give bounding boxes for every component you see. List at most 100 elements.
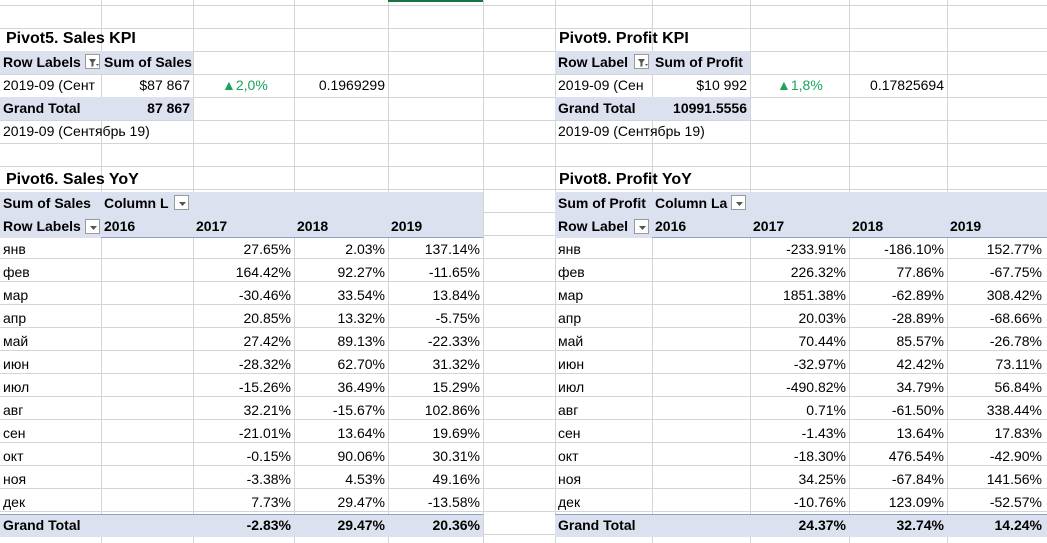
gridline-h — [0, 51, 1047, 52]
gridline-h — [0, 189, 1047, 190]
sales-yoy-grand-total-2018: 29.47% — [337, 517, 385, 533]
sales-yoy-month-label[interactable]: сен — [3, 425, 26, 441]
sales-yoy-cell-2018: 33.54% — [337, 287, 385, 303]
sales-yoy-cell-2017: 164.42% — [235, 264, 291, 280]
profit-yoy-month-label[interactable]: дек — [558, 494, 581, 510]
profit-yoy-month-label[interactable]: сен — [558, 425, 581, 441]
profit-yoy-cell-2019: 56.84% — [994, 379, 1042, 395]
gridline-v — [388, 0, 389, 543]
sales-yoy-month-label[interactable]: май — [3, 333, 29, 349]
profit-yoy-total-band — [555, 514, 1047, 537]
sales-yoy-cell-2019: 15.29% — [432, 379, 480, 395]
profit-yoy-month-label[interactable]: июн — [558, 356, 585, 372]
sales-kpi-row-labels-text: Row Labels — [3, 54, 81, 70]
profit-yoy-month-label[interactable]: май — [558, 333, 584, 349]
profit-yoy-cell-2019: -52.57% — [989, 494, 1042, 510]
sales-yoy-month-label[interactable]: июн — [3, 356, 30, 372]
sales-yoy-cell-2019: 49.16% — [432, 471, 480, 487]
sales-yoy-column-labels-text: Column L — [104, 195, 169, 211]
profit-yoy-column-labels-text: Column La — [655, 195, 728, 211]
sales-kpi-grand-total-value: 87 867 — [101, 97, 193, 120]
profit-yoy-cell-2019: 141.56% — [986, 471, 1042, 487]
profit-yoy-cell-2018: 34.79% — [896, 379, 944, 395]
profit-yoy-row-labels-text: Row Label — [558, 218, 629, 234]
profit-yoy-column-labels-header[interactable]: Column La — [652, 192, 750, 215]
sales-yoy-cell-2018: -15.67% — [332, 402, 385, 418]
profit-kpi-row-label[interactable]: 2019-09 (Сен — [558, 77, 644, 93]
sales-yoy-row-labels-header[interactable]: Row Labels — [0, 215, 101, 238]
profit-yoy-cell-2017: -10.76% — [793, 494, 846, 510]
gridline-h — [0, 396, 1047, 397]
sales-yoy-grand-total-2017: -2.83% — [246, 517, 291, 533]
gridline-v — [750, 0, 751, 543]
sales-yoy-title: Pivot6. Sales YoY — [6, 171, 139, 188]
sales-yoy-month-label[interactable]: окт — [3, 448, 24, 464]
profit-yoy-year-header: 2019 — [950, 218, 982, 234]
sales-yoy-cell-2017: -0.15% — [246, 448, 291, 464]
sales-yoy-row-filter-button[interactable] — [85, 219, 100, 234]
profit-yoy-grand-total-label: Grand Total — [558, 517, 636, 533]
profit-kpi-value-header: Sum of Profit — [652, 51, 750, 74]
sales-yoy-cell-2019: -5.75% — [435, 310, 480, 326]
profit-kpi-period-note: 2019-09 (Сентябрь 19) — [558, 123, 705, 139]
sales-kpi-filter-button[interactable] — [85, 54, 100, 69]
sales-yoy-month-label[interactable]: авг — [3, 402, 24, 418]
sales-yoy-month-label[interactable]: апр — [3, 310, 27, 326]
profit-yoy-month-label[interactable]: апр — [558, 310, 582, 326]
sales-yoy-month-label[interactable]: дек — [3, 494, 26, 510]
sales-yoy-column-filter-button[interactable] — [174, 195, 189, 210]
gridline-h — [0, 212, 1047, 213]
sales-yoy-year-header: 2016 — [104, 218, 136, 234]
profit-yoy-row-filter-button[interactable] — [634, 219, 649, 234]
profit-yoy-cell-2017: -32.97% — [793, 356, 846, 372]
selected-cell-indicator — [388, 0, 483, 2]
sales-yoy-month-label[interactable]: фев — [3, 264, 30, 280]
sales-yoy-grand-total-2019: 20.36% — [432, 517, 480, 533]
sales-yoy-cell-2019: 13.84% — [432, 287, 480, 303]
sales-kpi-row-label[interactable]: 2019-09 (Сент — [3, 77, 95, 93]
sales-yoy-cell-2019: -22.33% — [427, 333, 480, 349]
profit-yoy-cell-2017: 1851.38% — [782, 287, 846, 303]
gridline-h — [0, 373, 1047, 374]
sales-yoy-column-labels-header[interactable]: Column L — [101, 192, 193, 215]
profit-yoy-month-label[interactable]: фев — [558, 264, 585, 280]
sales-yoy-month-label[interactable]: мар — [3, 287, 29, 303]
profit-yoy-month-label[interactable]: мар — [558, 287, 584, 303]
profit-yoy-month-label[interactable]: июл — [558, 379, 585, 395]
profit-yoy-cell-2017: 20.03% — [798, 310, 846, 326]
profit-yoy-column-filter-button[interactable] — [731, 195, 746, 210]
sales-kpi-change: ▲2,0% — [222, 77, 268, 93]
profit-yoy-cell-2019: -68.66% — [989, 310, 1042, 326]
profit-yoy-cell-2018: -67.84% — [891, 471, 944, 487]
sales-yoy-grand-total-label: Grand Total — [3, 517, 81, 533]
profit-yoy-year-header: 2016 — [655, 218, 687, 234]
sales-yoy-month-label[interactable]: янв — [3, 241, 26, 257]
sales-yoy-cell-2018: 62.70% — [337, 356, 385, 372]
profit-yoy-cell-2017: 0.71% — [806, 402, 846, 418]
sales-yoy-cell-2018: 90.06% — [337, 448, 385, 464]
sales-yoy-cell-2017: -15.26% — [238, 379, 291, 395]
sales-yoy-cell-2017: -28.32% — [238, 356, 291, 372]
profit-yoy-row-labels-header[interactable]: Row Label — [555, 215, 652, 238]
profit-yoy-month-label[interactable]: окт — [558, 448, 579, 464]
sales-yoy-cell-2019: 137.14% — [424, 241, 480, 257]
profit-yoy-cell-2017: 226.32% — [790, 264, 846, 280]
profit-yoy-month-label[interactable]: авг — [558, 402, 579, 418]
profit-yoy-cell-2017: -490.82% — [786, 379, 846, 395]
sales-kpi-row-labels-header[interactable]: Row Labels — [0, 51, 101, 74]
sales-yoy-cell-2018: 92.27% — [337, 264, 385, 280]
profit-yoy-header-rule — [555, 237, 1047, 238]
sales-yoy-total-band — [0, 514, 483, 537]
sales-yoy-month-label[interactable]: ноя — [3, 471, 27, 487]
profit-yoy-month-label[interactable]: янв — [558, 241, 581, 257]
profit-yoy-values-label: Sum of Profit — [555, 192, 652, 215]
profit-yoy-cell-2017: 34.25% — [798, 471, 846, 487]
sales-yoy-month-label[interactable]: июл — [3, 379, 30, 395]
profit-kpi-row-labels-header[interactable]: Row Label — [555, 51, 652, 74]
profit-yoy-year-header: 2018 — [852, 218, 884, 234]
profit-yoy-grand-total-2018: 32.74% — [896, 517, 944, 533]
profit-yoy-cell-2018: 476.54% — [888, 448, 944, 464]
gridline-h — [0, 281, 1047, 282]
profit-kpi-filter-button[interactable] — [634, 54, 649, 69]
profit-yoy-month-label[interactable]: ноя — [558, 471, 582, 487]
